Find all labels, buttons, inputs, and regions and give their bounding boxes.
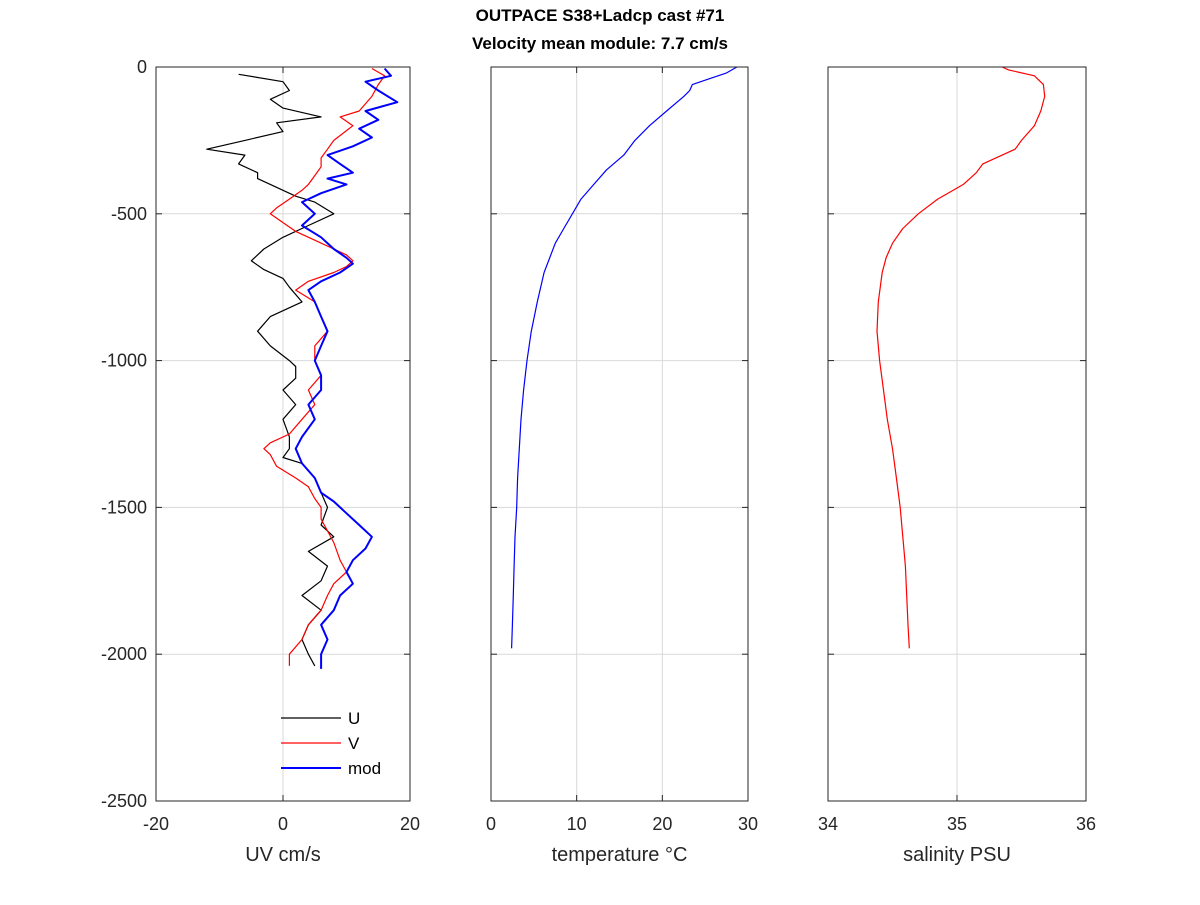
x-axis-label: temperature °C [552,844,688,866]
y-tick-label: -1500 [101,497,147,517]
x-axis-label: UV cm/s [245,844,321,866]
x-tick-label: 10 [567,814,587,834]
x-axis-label: salinity PSU [903,844,1011,866]
x-tick-label: -20 [143,814,169,834]
x-tick-label: 0 [278,814,288,834]
y-tick-label: 0 [137,57,147,77]
legend-label-v: V [348,734,360,753]
x-tick-label: 30 [738,814,758,834]
x-tick-label: 34 [818,814,838,834]
series-line-salinity [876,66,1046,649]
legend-label-mod: mod [348,759,381,778]
chart-subtitle: Velocity mean module: 7.7 cm/s [471,34,729,53]
x-tick-label: 20 [652,814,672,834]
y-tick-label: -500 [111,204,147,224]
series-line-u [206,73,335,667]
y-tick-label: -2000 [101,644,147,664]
series-line-temperature [511,66,738,649]
x-tick-label: 36 [1076,814,1096,834]
series-line-mod [294,67,399,669]
axes-box [490,66,749,802]
chart-title: OUTPACE S38+Ladcp cast #71 [475,6,725,25]
series-line-v [263,67,386,666]
legend-label-u: U [348,709,360,728]
y-tick-label: -1000 [101,351,147,371]
x-tick-label: 0 [486,814,496,834]
x-tick-label: 35 [947,814,967,834]
y-tick-label: -2500 [101,791,147,811]
x-tick-label: 20 [400,814,420,834]
